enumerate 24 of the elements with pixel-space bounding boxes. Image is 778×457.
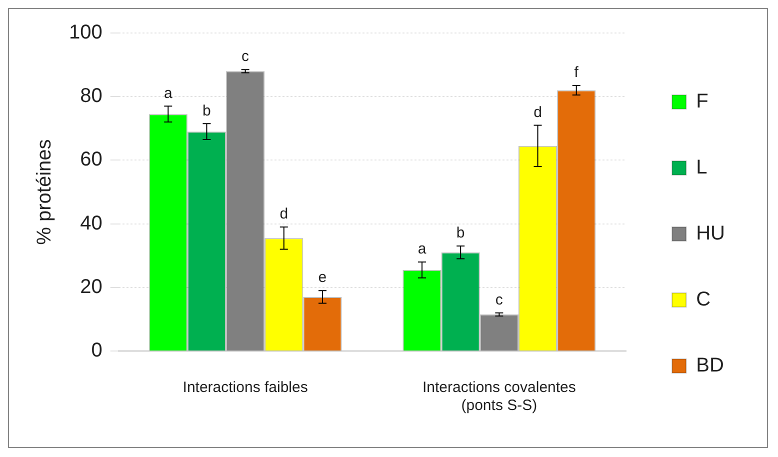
data-label: d	[280, 206, 288, 223]
y-tick-label: 40	[80, 212, 102, 234]
legend-label: BD	[696, 354, 724, 377]
y-tick-label: 20	[80, 276, 102, 298]
legend-label: L	[696, 156, 708, 179]
y-axis-title: % protéines	[34, 139, 56, 245]
legend-label: HU	[696, 222, 726, 245]
data-label: a	[418, 240, 427, 258]
x-tick-label: Interactions faibles	[182, 379, 308, 396]
data-label: a	[164, 84, 173, 102]
data-label: b	[456, 224, 465, 242]
y-tick-label: 0	[91, 340, 102, 362]
y-tick-label: 100	[68, 22, 102, 44]
x-tick-label: Interactions covalentes (ponts S-S)	[422, 379, 576, 414]
y-tick-label: 80	[80, 85, 102, 108]
data-label: e	[318, 269, 327, 286]
legend-label: F	[696, 90, 708, 113]
data-label: c	[495, 291, 504, 308]
legend-label: C	[696, 288, 711, 311]
y-tick-label: 60	[80, 148, 102, 171]
data-label: c	[242, 48, 250, 66]
data-label: f	[574, 64, 580, 82]
data-label: b	[202, 102, 211, 120]
data-label: d	[534, 104, 542, 121]
